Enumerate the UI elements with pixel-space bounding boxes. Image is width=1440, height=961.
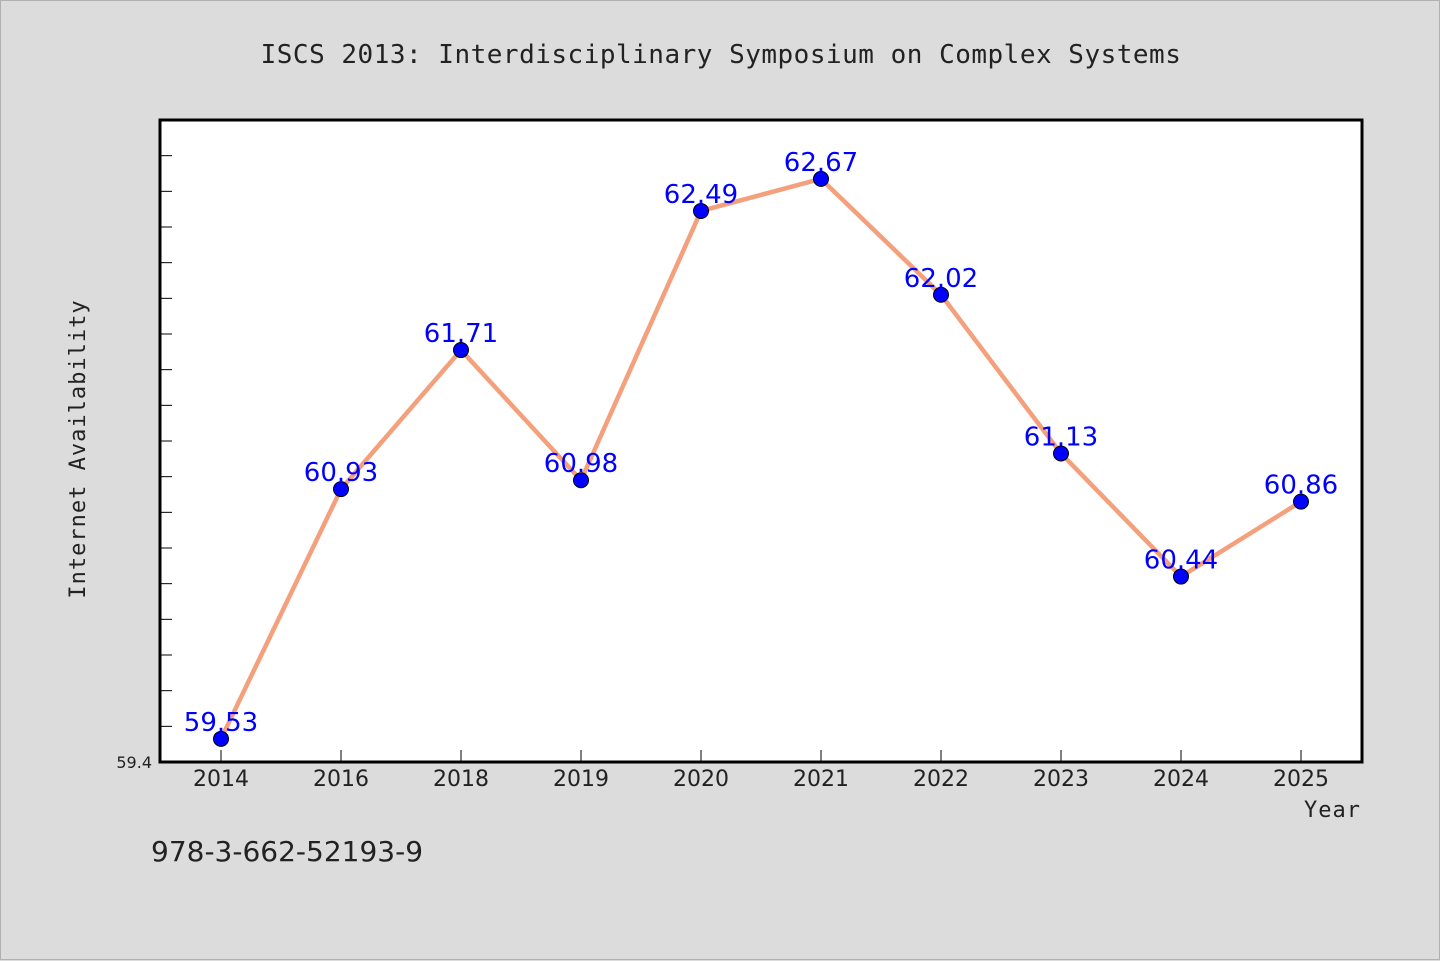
data-point <box>933 286 949 303</box>
series-layer <box>213 170 1309 747</box>
data-point <box>693 202 709 219</box>
x-tick-label: 2025 <box>1273 767 1329 792</box>
data-label: 60.93 <box>304 458 378 488</box>
data-label: 60.44 <box>1144 546 1218 576</box>
x-tick-label: 2018 <box>433 767 489 792</box>
data-label: 62.02 <box>904 264 978 294</box>
data-point <box>1293 493 1309 510</box>
data-point <box>813 170 829 187</box>
data-label: 59.53 <box>184 708 258 738</box>
x-axis-label: Year <box>1304 798 1361 823</box>
x-tick-label: 2019 <box>553 767 609 792</box>
plot-area <box>158 118 1364 764</box>
data-label: 60.98 <box>544 449 618 479</box>
data-point <box>213 730 229 747</box>
y-axis-tick-labels: 59.4 <box>116 753 152 772</box>
data-label: 62.49 <box>664 180 738 210</box>
x-axis-tick-labels: 2014 2016 2018 2019 2020 2021 2022 2023 2024 2025 <box>193 767 1329 792</box>
x-tick-label: 2021 <box>793 767 849 792</box>
data-point <box>573 472 589 489</box>
data-labels-layer: 59.53 60.93 61.71 60.98 62.49 62.67 62.02 61.13… <box>184 148 1338 738</box>
y-tick-label: 59.4 <box>116 753 152 772</box>
y-axis-ticks <box>160 155 172 727</box>
isbn-text: 978-3-662-52193-9 <box>151 835 424 868</box>
data-label: 60.86 <box>1264 471 1338 501</box>
x-tick-label: 2024 <box>1153 767 1209 792</box>
data-point <box>453 342 469 359</box>
x-axis-ticks <box>220 750 1302 762</box>
x-tick-label: 2022 <box>913 767 969 792</box>
x-tick-label: 2016 <box>313 767 369 792</box>
series-line <box>218 176 1304 742</box>
x-tick-label: 2020 <box>673 767 729 792</box>
data-label: 62.67 <box>784 148 858 178</box>
data-label: 61.13 <box>1024 422 1098 452</box>
data-point <box>1173 568 1189 585</box>
data-point <box>1053 445 1069 462</box>
x-tick-label: 2014 <box>193 767 249 792</box>
data-point <box>333 481 349 498</box>
chart-title: ISCS 2013: Interdisciplinary Symposium o… <box>261 40 1182 70</box>
data-label: 61.71 <box>424 319 498 349</box>
y-axis-label: Internet Availability <box>66 299 91 598</box>
x-tick-label: 2023 <box>1033 767 1089 792</box>
